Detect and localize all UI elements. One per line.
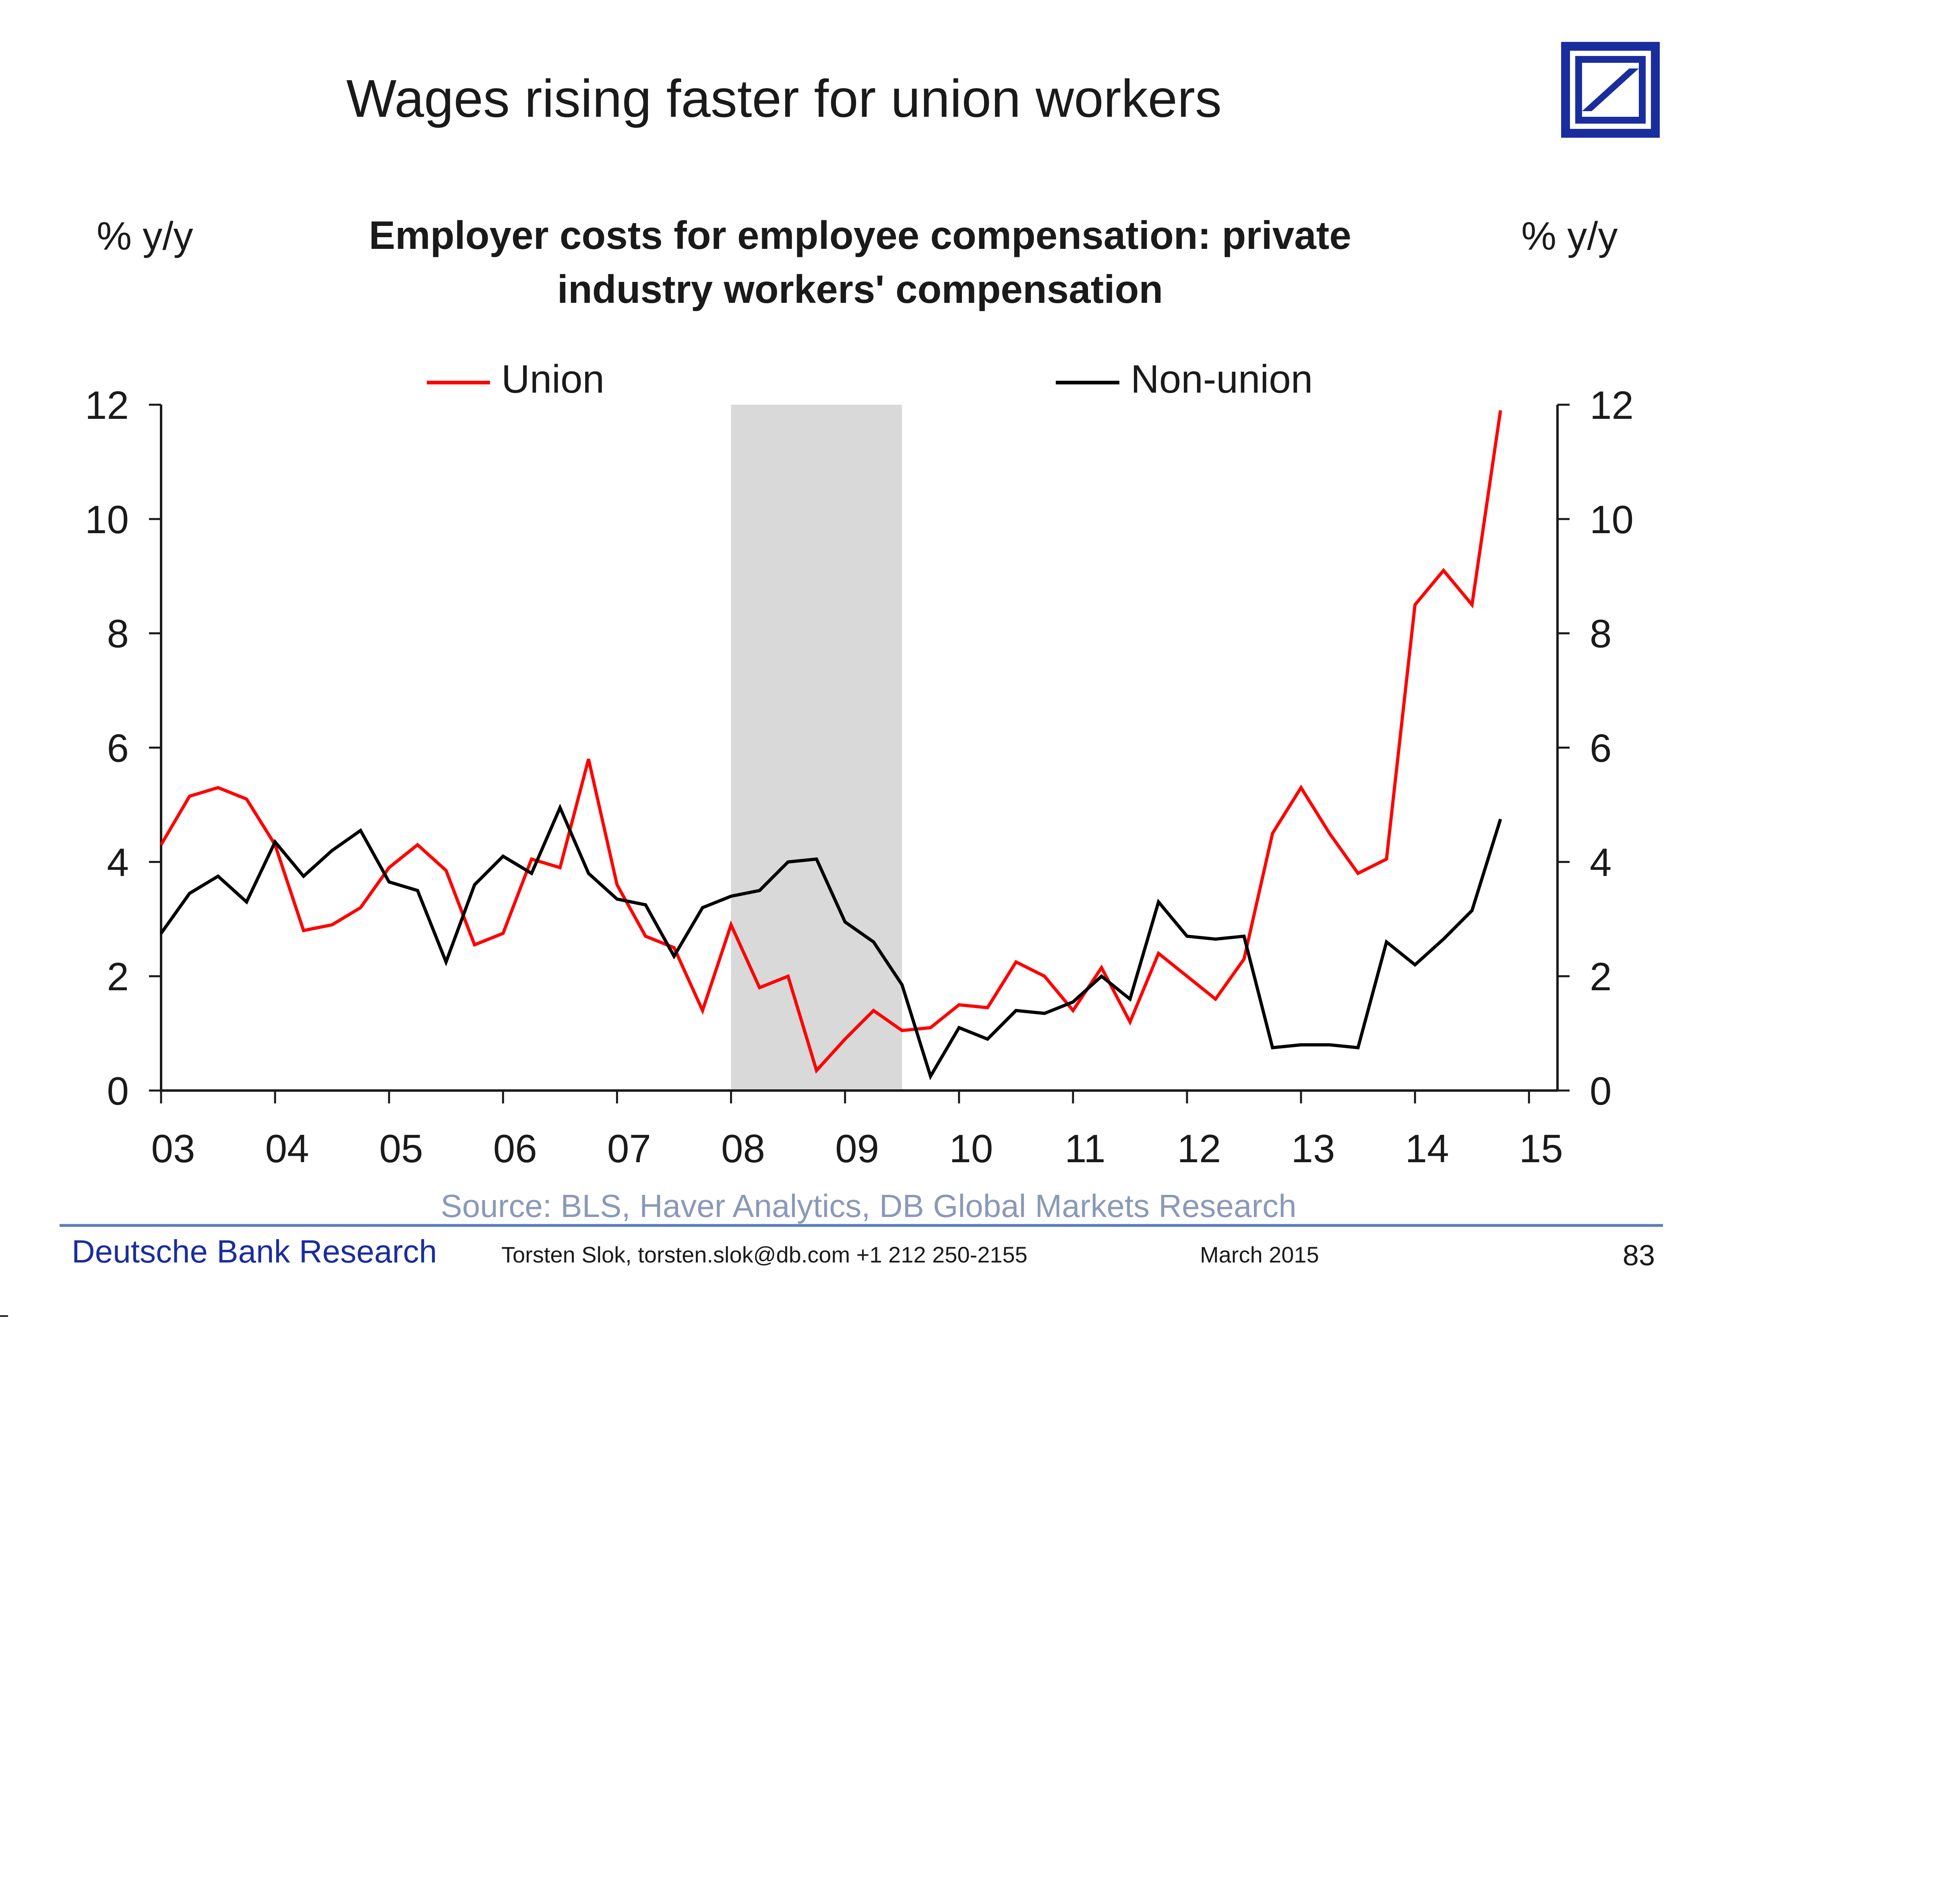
series-line-non-union	[159, 803, 1502, 1080]
x-tick-label: 10	[949, 1126, 993, 1171]
y-tick-label-left: 8	[107, 612, 129, 656]
x-tick-label: 14	[1405, 1126, 1449, 1171]
footer-date: March 2015	[1200, 1242, 1319, 1267]
y-tick-label-right: 10	[1590, 497, 1634, 542]
x-tick-label: 08	[721, 1126, 765, 1171]
legend-label-non-union: Non-union	[1131, 357, 1313, 401]
y-tick-label-left: 0	[107, 1069, 129, 1113]
y-tick-label-left: 2	[107, 954, 129, 999]
x-tick-label: 11	[1065, 1126, 1106, 1171]
source-note: Source: BLS, Haver Analytics, DB Global …	[441, 1188, 1296, 1224]
footer-contact: Torsten Slok, torsten.slok@db.com +1 212…	[501, 1242, 1028, 1267]
y-tick-label-right: 2	[1590, 954, 1612, 999]
x-tick-label: 03	[151, 1126, 195, 1171]
x-tick-label: 12	[1177, 1126, 1221, 1171]
recession-shading	[731, 405, 902, 1091]
x-tick-label: 15	[1519, 1126, 1563, 1171]
x-tick-label: 09	[835, 1126, 879, 1171]
y-tick-label-right: 12	[1590, 383, 1634, 427]
y-axis-label-right: % y/y	[1521, 214, 1618, 258]
chart-title-line1: Employer costs for employee compensation…	[369, 213, 1351, 257]
x-tick-label: 05	[379, 1126, 423, 1171]
x-tick-label: 04	[265, 1126, 309, 1171]
footer-org: Deutsche Bank Research	[72, 1233, 437, 1269]
chart-title-line2: industry workers' compensation	[557, 267, 1163, 311]
x-tick-label: 13	[1291, 1126, 1335, 1171]
slide-title: Wages rising faster for union workers	[346, 69, 1222, 128]
deutsche-bank-logo-icon	[1561, 42, 1660, 138]
legend: Union Non-union	[427, 357, 1313, 401]
legend-label-union: Union	[501, 357, 604, 401]
y-tick-label-right: 8	[1590, 612, 1612, 656]
y-tick-label-left: 10	[85, 497, 129, 542]
y-axis-label-left: % y/y	[97, 214, 193, 258]
page-number: 83	[1623, 1240, 1655, 1272]
y-tick-label-left: 4	[107, 840, 129, 884]
y-tick-label-right: 6	[1590, 726, 1612, 770]
x-tick-label: 07	[607, 1126, 651, 1171]
y-tick-label-left: 6	[107, 726, 129, 770]
y-tick-label-right: 0	[1590, 1069, 1612, 1113]
y-tick-label-right: 4	[1590, 840, 1612, 884]
y-tick-label-left: 12	[85, 383, 129, 427]
x-tick-label: 06	[493, 1126, 537, 1171]
plot-area: 0 0 2 2 4 4 6 6 8 8 10 10 12 12 03 04 05 06 07 08 09 10 11 12 13…	[85, 383, 1634, 1171]
